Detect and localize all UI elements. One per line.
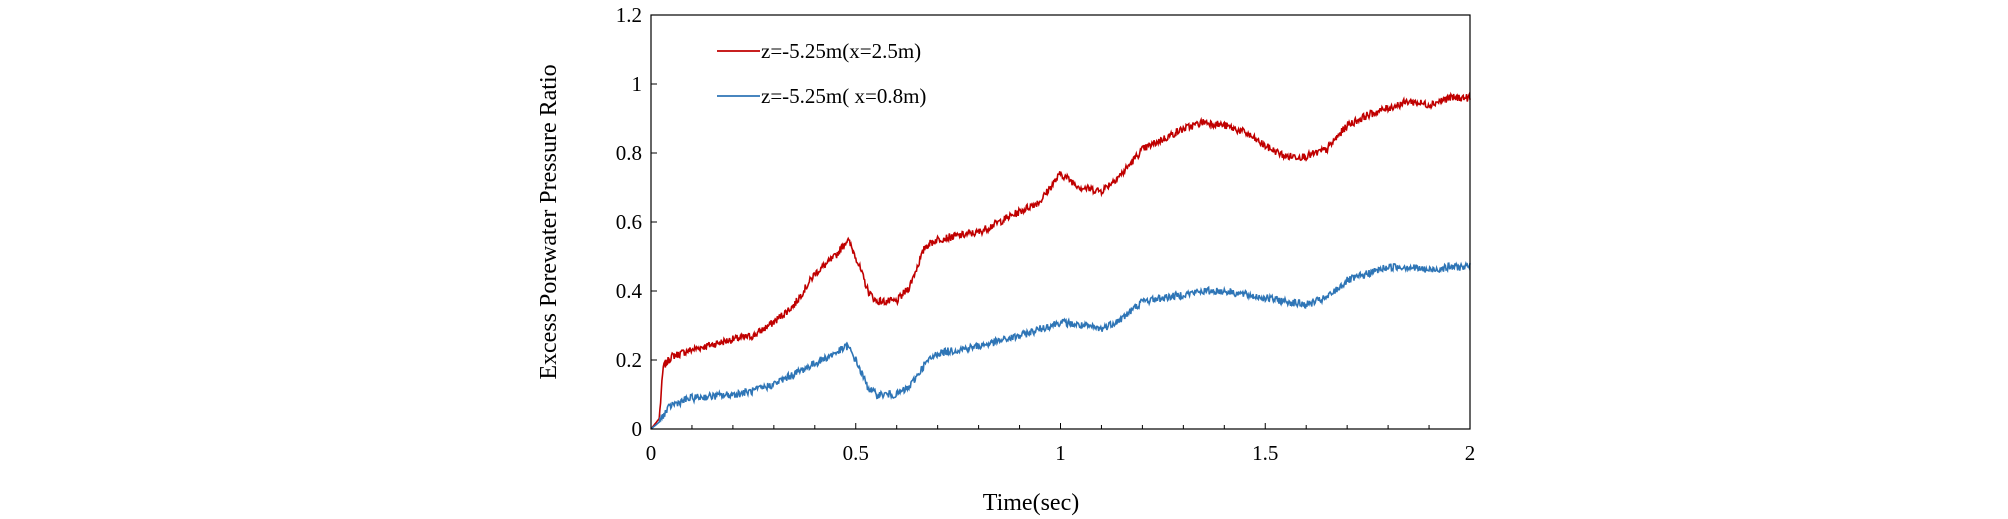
legend-label-2: z=-5.25m( x=0.8m) (761, 84, 926, 108)
legend-label-1: z=-5.25m(x=2.5m) (761, 39, 921, 63)
y-tick-label: 0.4 (616, 279, 643, 303)
x-axis-title: Time(sec) (983, 490, 1079, 516)
plot-series (650, 91, 1471, 430)
y-tick-label: 1 (632, 72, 643, 96)
y-tick-label: 0.2 (616, 348, 642, 372)
y-axis-title: Excess Porewater Pressure Ratio (536, 64, 562, 379)
series-line-1 (650, 91, 1471, 430)
series-line-2 (650, 260, 1471, 430)
x-tick-label: 2 (1465, 441, 1476, 465)
x-tick-label: 1 (1055, 441, 1066, 465)
y-tick-label: 0 (632, 417, 643, 441)
y-tick-label: 0.6 (616, 210, 642, 234)
x-tick-label: 1.5 (1252, 441, 1278, 465)
y-tick-label: 0.8 (616, 141, 642, 165)
x-tick-label: 0 (646, 441, 657, 465)
plot-frame (650, 14, 1471, 430)
legend: z=-5.25m(x=2.5m) z=-5.25m( x=0.8m) (717, 39, 926, 108)
y-tick-label: 1.2 (616, 3, 642, 27)
x-tick-label: 0.5 (843, 441, 869, 465)
